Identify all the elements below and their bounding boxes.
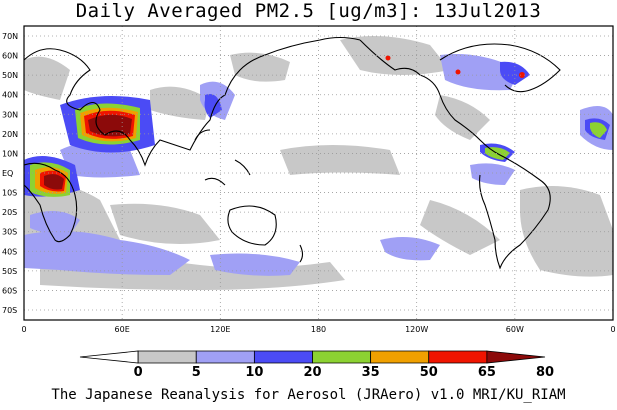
latitude-label: 30S (2, 228, 17, 237)
latitude-label: 40N (2, 91, 18, 100)
color-bar-swatch (428, 350, 488, 364)
latitude-label: 10S (2, 189, 17, 198)
latitude-label: 70S (2, 306, 17, 315)
color-bar-label: 0 (134, 365, 143, 380)
color-bar-label: 5 (192, 365, 201, 380)
longitude-label: 0 (21, 325, 26, 334)
latitude-label: 70N (2, 32, 18, 41)
latitude-label: 20S (2, 208, 17, 217)
color-bar-swatch (195, 350, 255, 364)
color-bar-label: 10 (245, 365, 263, 380)
latitude-label: 40S (2, 247, 17, 256)
longitude-labels: 0 60E 120E 180 120W 60W 0 (21, 325, 615, 334)
color-bar-swatch (79, 350, 139, 364)
longitude-label: 120E (210, 325, 230, 334)
longitude-label: 60W (506, 325, 524, 334)
latitude-label: 30N (2, 110, 18, 119)
color-bar-label: 35 (362, 365, 380, 380)
latitude-label: 20N (2, 130, 18, 139)
color-bar (79, 350, 546, 364)
color-bar-swatch (312, 350, 372, 364)
color-bar-labels: 0 5 10 20 35 50 65 80 (134, 365, 554, 380)
haze-field-darkred (44, 114, 132, 190)
color-bar-label: 50 (420, 365, 438, 380)
color-bar-label: 80 (536, 365, 554, 380)
latitude-label: EQ (2, 169, 13, 178)
longitude-label: 60E (115, 325, 130, 334)
latitude-labels: 70N 60N 50N 40N 30N 20N 10N EQ 10S 20S 30S 40S 50S 60… (2, 32, 18, 315)
color-bar-label: 20 (303, 365, 321, 380)
latitude-label: 60S (2, 286, 17, 295)
latitude-label: 50S (2, 267, 17, 276)
color-bar-swatch (253, 350, 313, 364)
map-title: Daily Averaged PM2.5 [ug/m3]: 13Jul2013 (75, 0, 542, 22)
color-bar-swatch (137, 350, 197, 364)
color-bar-swatch (370, 350, 430, 364)
haze-field-gray (24, 36, 613, 290)
longitude-label: 120W (405, 325, 428, 334)
color-bar-label: 65 (478, 365, 496, 380)
latitude-label: 50N (2, 71, 18, 80)
longitude-label: 0 (610, 325, 615, 334)
credit-line: The Japanese Reanalysis for Aerosol (JRA… (51, 387, 566, 403)
longitude-label: 180 (311, 325, 326, 334)
map-frame (23, 25, 614, 321)
latitude-label: 60N (2, 52, 18, 61)
color-bar-swatch (486, 350, 546, 364)
coastlines (24, 36, 561, 270)
graticule (24, 26, 613, 320)
latitude-label: 10N (2, 149, 18, 158)
